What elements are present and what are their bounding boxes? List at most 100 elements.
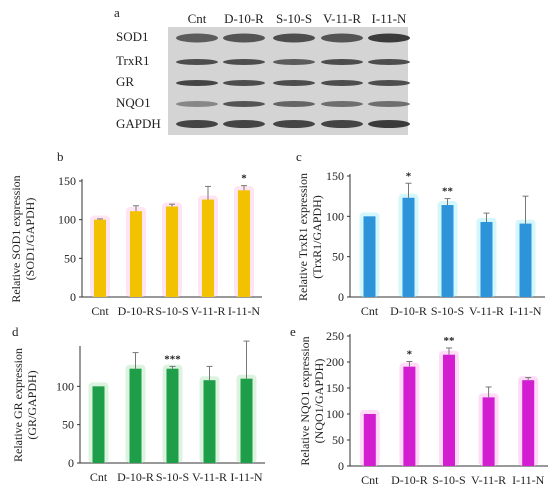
blot-band — [321, 101, 363, 107]
y-tick-label: 50 — [332, 250, 344, 264]
bar — [402, 197, 415, 297]
bar — [202, 199, 214, 297]
y-axis-title-line: (SOD1/GAPDH) — [23, 198, 37, 281]
blot-band — [223, 33, 265, 43]
y-tick-label: 200 — [326, 355, 344, 369]
y-axis-title-line: Relative TrxR1 expression — [296, 173, 310, 301]
blot-lane-label: Cnt — [188, 11, 207, 26]
x-tick-label: Cnt — [361, 473, 379, 487]
blot-row-labels: SOD1 TrxR1 GR NQO1 GAPDH — [116, 29, 161, 131]
y-tick-label: 150 — [326, 381, 344, 395]
blot-band — [223, 80, 265, 86]
blot-band — [368, 120, 410, 128]
x-tick-label: Cnt — [90, 470, 108, 484]
significance-marker: * — [241, 173, 247, 185]
x-tick-label: I-11-N — [230, 470, 263, 484]
x-tick-label: V-11-R — [192, 470, 227, 484]
blot-band — [176, 59, 218, 65]
x-tick-label: D-10-R — [391, 473, 428, 487]
bar — [482, 397, 495, 466]
y-tick-label: 0 — [70, 290, 76, 304]
bar — [443, 354, 455, 466]
x-tick-label: S-10-S — [432, 473, 465, 487]
x-tick-label: V-11-R — [471, 473, 506, 487]
significance-marker: ** — [444, 335, 456, 347]
blot-row-label: TrxR1 — [116, 53, 149, 68]
y-tick-label: 150 — [326, 169, 344, 183]
y-axis-title-line: Relative GR expression — [11, 348, 25, 462]
significance-marker: ** — [442, 186, 454, 198]
blot-row-label: GR — [116, 74, 134, 89]
y-axis-title-line: Relative NQO1 expression — [298, 336, 312, 465]
y-axis-title: Relative GR expression(GR/GAPDH) — [11, 348, 39, 462]
bar — [129, 368, 142, 463]
blot-band — [321, 59, 363, 65]
bar — [403, 366, 416, 466]
blot-band — [176, 120, 218, 128]
blot-row-label: GAPDH — [116, 116, 161, 131]
y-axis-title-line: (NQO1/GAPDH) — [312, 359, 326, 444]
blot-band — [273, 120, 315, 128]
bar — [166, 368, 179, 463]
blot-band — [223, 59, 265, 65]
y-tick-label: 100 — [326, 209, 344, 223]
y-tick-label: 100 — [326, 407, 344, 421]
blot-band — [368, 101, 410, 107]
y-tick-label: 0 — [68, 456, 74, 470]
bar — [519, 223, 532, 297]
bar — [92, 386, 105, 463]
blot-band — [368, 59, 410, 65]
x-tick-label: Cnt — [91, 304, 109, 318]
x-tick-label: Cnt — [361, 304, 379, 318]
bar — [363, 414, 376, 466]
panel-letter-c: c — [296, 149, 302, 164]
blot-lane-labels: Cnt D-10-R S-10-S V-11-R I-11-N — [188, 11, 407, 26]
blot-row-label: NQO1 — [116, 95, 151, 110]
blot-lane-label: V-11-R — [323, 11, 361, 26]
y-axis-title: Relative TrxR1 expression(TrxR1/GAPDH) — [296, 173, 324, 301]
bar — [94, 219, 106, 297]
significance-marker: * — [407, 348, 413, 360]
gr-bar-chart: d Relative GR expression(GR/GAPDH) 0 50 100 C… — [11, 324, 265, 484]
blot-band — [273, 101, 315, 107]
blot-band — [273, 80, 315, 86]
x-tick-label: D-10-R — [390, 304, 427, 318]
x-tick-label: S-10-S — [156, 470, 189, 484]
blot-lane-label: I-11-N — [372, 11, 408, 26]
y-tick-label: 50 — [64, 251, 76, 265]
y-tick-label: 50 — [332, 433, 344, 447]
x-tick-label: I-11-N — [512, 473, 545, 487]
blot-band — [176, 80, 218, 86]
blot-band — [223, 120, 265, 128]
bar — [363, 216, 376, 297]
blot-band — [321, 80, 363, 86]
significance-marker: *** — [164, 353, 181, 365]
blot-lane-label: D-10-R — [224, 11, 264, 26]
bar — [441, 205, 454, 297]
blot-band — [368, 80, 410, 86]
bar — [522, 380, 535, 466]
y-axis-title-line: Relative SOD1 expression — [9, 175, 23, 302]
y-tick-label: 50 — [62, 418, 74, 432]
bar — [240, 378, 253, 463]
panel-letter-b: b — [57, 149, 64, 164]
blot-band — [368, 33, 410, 43]
blot-band — [176, 101, 218, 107]
x-tick-label: S-10-S — [431, 304, 464, 318]
blot-band — [176, 33, 218, 43]
y-axis-title-line: (GR/GAPDH) — [25, 370, 39, 439]
x-tick-label: I-11-N — [228, 304, 261, 318]
x-tick-label: V-11-R — [190, 304, 225, 318]
significance-marker: * — [406, 170, 412, 182]
bar — [480, 221, 493, 297]
bar — [238, 190, 250, 297]
x-tick-label: I-11-N — [509, 304, 542, 318]
blot-band — [223, 101, 265, 107]
blot-bands — [176, 33, 410, 128]
y-tick-label: 100 — [56, 379, 74, 393]
y-axis-title: Relative SOD1 expression(SOD1/GAPDH) — [9, 175, 37, 302]
trxr1-bar-chart: c Relative TrxR1 expression(TrxR1/GAPDH) 0… — [296, 149, 545, 318]
panel-letter-a: a — [114, 5, 120, 20]
